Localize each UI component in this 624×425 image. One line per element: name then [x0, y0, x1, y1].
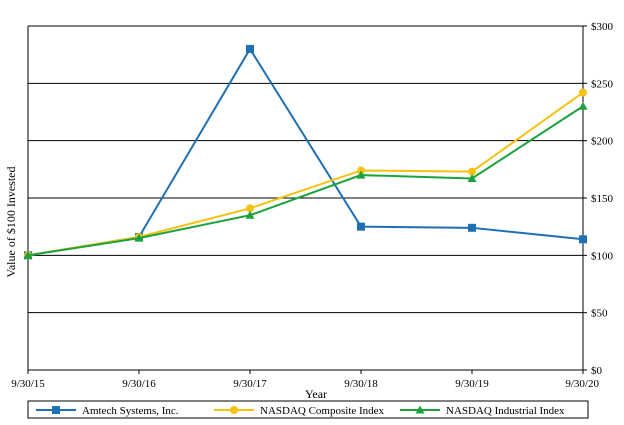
- legend-item-0: Amtech Systems, Inc.: [36, 405, 179, 417]
- data-point: [468, 223, 476, 232]
- x-tick-label: 9/30/17: [233, 378, 267, 390]
- y-tick-label: $200: [591, 136, 614, 148]
- x-tick-labels: 9/30/15 9/30/16 9/30/17 9/30/18 9/30/19 9/30/…: [11, 378, 599, 390]
- series: [23, 44, 588, 260]
- legend-label: Amtech Systems, Inc.: [82, 405, 179, 417]
- y-tick-label: $50: [591, 308, 608, 320]
- data-point: [245, 210, 255, 219]
- legend-label: NASDAQ Industrial Index: [446, 405, 565, 417]
- y-axis-title: Value of $100 Invested: [4, 167, 18, 278]
- series-line-2: [27, 105, 584, 257]
- series-1: [24, 88, 587, 260]
- axes: [27, 25, 587, 374]
- data-point: [468, 167, 476, 176]
- x-tick-label: 9/30/18: [344, 378, 378, 390]
- y-tick-label: $250: [591, 78, 614, 90]
- x-tick-label: 9/30/20: [565, 378, 599, 390]
- x-tick-label: 9/30/16: [122, 378, 156, 390]
- legend-marker: [415, 405, 425, 414]
- data-point: [467, 174, 477, 183]
- y-tick-label: $300: [591, 21, 614, 33]
- data-point: [579, 235, 587, 244]
- legend: Amtech Systems, Inc. NASDAQ Composite Ind…: [27, 400, 589, 419]
- data-point: [246, 204, 254, 213]
- data-point: [246, 44, 254, 53]
- data-point: [134, 233, 144, 242]
- y-tick-labels: $0 $50 $100 $150 $200 $250 $300: [591, 21, 614, 377]
- series-0: [24, 44, 587, 260]
- data-point: [357, 166, 365, 175]
- data-point: [578, 101, 588, 110]
- legend-label: NASDAQ Composite Index: [260, 405, 385, 417]
- series-2: [23, 101, 588, 259]
- x-tick-label: 9/30/19: [455, 378, 489, 390]
- data-point: [357, 222, 365, 231]
- x-axis-title: Year: [305, 387, 327, 401]
- data-point: [23, 250, 33, 259]
- data-point: [579, 88, 587, 97]
- x-tick-label: 9/30/15: [11, 378, 45, 390]
- y-tick-label: $0: [591, 365, 603, 377]
- legend-marker: [52, 406, 60, 414]
- y-tick-label: $150: [591, 193, 614, 205]
- data-point: [356, 170, 366, 179]
- legend-box: [27, 400, 589, 419]
- legend-marker: [230, 406, 238, 414]
- legend-item-1: NASDAQ Composite Index: [214, 405, 385, 417]
- legend-item-2: NASDAQ Industrial Index: [400, 405, 565, 417]
- gridlines: [28, 25, 583, 314]
- y-tick-label: $100: [591, 250, 614, 262]
